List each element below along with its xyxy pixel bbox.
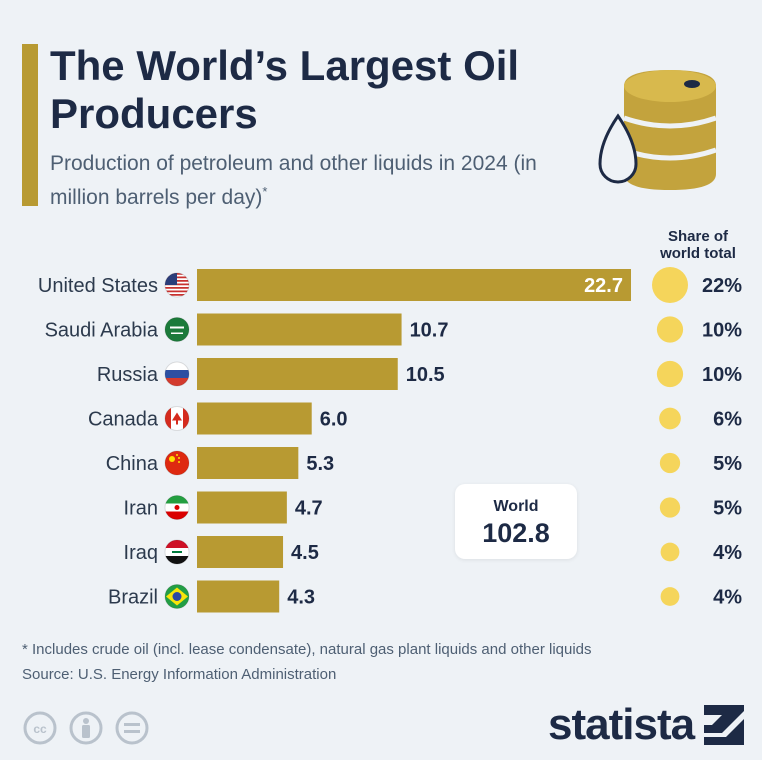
value-label: 6.0	[320, 409, 348, 431]
value-label: 10.7	[410, 320, 449, 342]
bar	[197, 580, 280, 613]
chart-title: The World’s Largest Oil Producers	[50, 42, 520, 137]
category-label: Brazil	[108, 587, 158, 609]
iraq-flag-icon	[164, 539, 190, 565]
category-label: Saudi Arabia	[45, 320, 159, 342]
attribution-icon	[69, 711, 103, 745]
subtitle-footnote-marker: *	[262, 184, 268, 199]
value-label: 10.5	[406, 364, 445, 386]
world-total-label: World	[493, 498, 539, 515]
statista-logo-icon	[704, 705, 745, 745]
category-label: Iraq	[124, 542, 158, 564]
bar	[197, 491, 287, 524]
bar-chart: United States 22.7 22% Saudi Arabia 10.7 10% R…	[38, 267, 742, 613]
share-label: 4%	[713, 542, 742, 564]
world-total-box: World 102.8	[455, 484, 577, 559]
bar	[197, 313, 402, 346]
share-dot	[652, 267, 688, 303]
footnote: * Includes crude oil (incl. lease conden…	[22, 641, 592, 658]
united-states-flag-icon	[164, 272, 190, 298]
bar	[197, 402, 312, 435]
bar	[197, 536, 284, 568]
canada-flag-icon	[164, 406, 190, 431]
value-label: 4.5	[291, 542, 319, 564]
share-label: 22%	[702, 275, 742, 297]
oil-drop-icon	[598, 113, 638, 184]
title-accent-bar	[22, 44, 38, 206]
value-label: 5.3	[306, 453, 334, 475]
share-dot	[656, 360, 684, 388]
share-label: 4%	[713, 587, 742, 609]
category-label: Russia	[97, 364, 159, 386]
share-dot	[660, 542, 680, 562]
category-label: Canada	[88, 409, 159, 431]
share-dot	[659, 497, 681, 518]
category-label: China	[106, 453, 159, 475]
value-label: 22.7	[584, 275, 623, 297]
iran-flag-icon	[164, 495, 190, 520]
share-label: 10%	[702, 320, 742, 342]
source-note: Source: U.S. Energy Information Administ…	[22, 666, 337, 683]
bar	[197, 358, 398, 390]
brazil-flag-icon	[164, 584, 190, 609]
statista-wordmark: statista	[548, 700, 695, 749]
category-label: Iran	[124, 498, 158, 520]
world-total-value: 102.8	[482, 518, 550, 548]
share-dot	[656, 316, 684, 343]
value-label: 4.7	[295, 498, 323, 520]
category-label: United States	[38, 275, 158, 297]
share-label: 5%	[713, 453, 742, 475]
chart-subtitle: Production of petroleum and other liquid…	[50, 150, 570, 212]
statista-logo: statista	[548, 700, 745, 750]
russia-flag-icon	[164, 361, 190, 387]
share-dot	[659, 407, 681, 430]
value-label: 4.3	[287, 587, 315, 609]
bar	[197, 269, 631, 301]
svg-text:cc: cc	[33, 722, 47, 736]
china-flag-icon	[164, 450, 190, 476]
bar	[197, 447, 299, 479]
share-label: 6%	[713, 409, 742, 431]
subtitle-text: Production of petroleum and other liquid…	[50, 152, 537, 209]
share-column-header: Share of world total	[660, 228, 736, 262]
cc-license-icon: cc	[23, 711, 57, 745]
share-dot	[659, 452, 681, 474]
no-derivatives-icon	[115, 711, 149, 745]
share-dot	[660, 587, 680, 606]
share-label: 10%	[702, 364, 742, 386]
saudi-arabia-flag-icon	[164, 317, 190, 342]
license-icons: cc	[23, 711, 149, 745]
oil-barrel-icon	[598, 70, 717, 190]
share-label: 5%	[713, 498, 742, 520]
